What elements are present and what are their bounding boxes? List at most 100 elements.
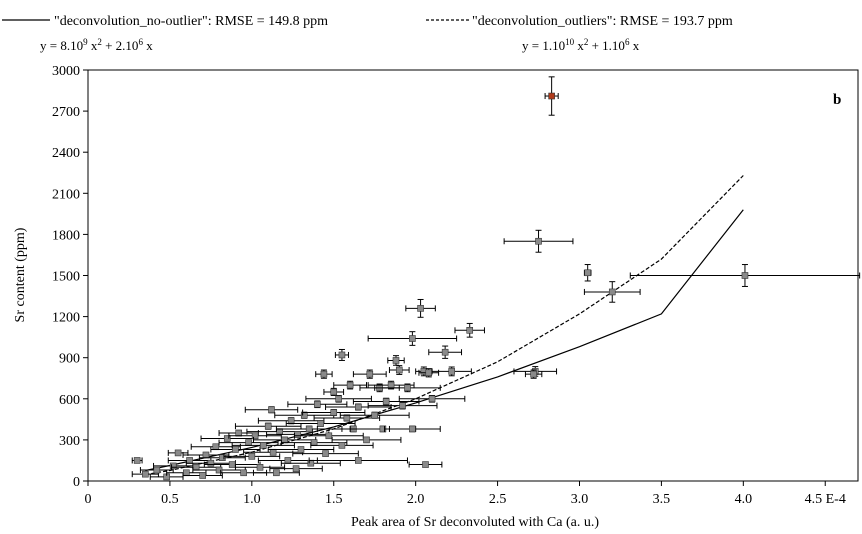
cluster-point: [192, 466, 246, 474]
cluster-point: [313, 414, 381, 422]
data-marker: [392, 357, 400, 364]
cluster-point: [244, 406, 299, 414]
data-marker: [355, 457, 362, 464]
cluster-point: [234, 422, 302, 430]
data-marker: [330, 388, 338, 396]
outlier-point: [544, 76, 559, 116]
cluster-point: [131, 457, 143, 464]
data-marker: [530, 370, 537, 378]
data-marker: [548, 92, 555, 100]
data-marker: [259, 442, 267, 449]
data-marker: [387, 381, 395, 389]
cluster-point: [252, 469, 300, 477]
x-axis-label: Peak area of Sr deconvoluted with Ca (a.…: [351, 515, 599, 530]
data-marker: [142, 470, 149, 478]
outlier-point: [428, 345, 463, 359]
data-marker: [330, 409, 338, 416]
data-marker: [343, 414, 351, 422]
data-marker: [251, 432, 259, 440]
legend: "deconvolution_no-outlier": RMSE = 149.8…: [2, 14, 733, 53]
y-tick-label: 900: [59, 352, 80, 367]
y-axis: 0 300 600 900 1200 1500 1800 2100 2400 2700 3000: [52, 64, 88, 490]
cluster-point: [266, 431, 330, 438]
data-marker: [428, 395, 436, 403]
data-marker: [608, 288, 616, 296]
data-marker: [287, 417, 295, 425]
cluster-point: [367, 401, 438, 410]
data-marker: [268, 406, 275, 414]
legend-equation-outliers: y = 1.1010 x2 + 1.106 x: [522, 37, 640, 53]
data-marker: [409, 335, 416, 342]
data-marker: [317, 420, 324, 427]
data-marker: [133, 457, 141, 464]
data-marker: [322, 450, 329, 457]
outlier-point: [629, 264, 861, 287]
cluster-point: [339, 411, 410, 419]
cluster-point: [182, 472, 223, 479]
cluster-point: [149, 473, 184, 481]
data-marker: [305, 425, 313, 433]
cluster-point: [308, 457, 408, 464]
x-tick-label: 3.0: [571, 492, 589, 507]
cluster-point: [280, 439, 348, 446]
x-axis: 0 0.5 1.0 1.5 2.0 2.5 3.0 3.5 4.0 4.5 E-4: [85, 481, 846, 507]
x-tick-label: 1.0: [243, 492, 261, 507]
fit-curve-dashed: [145, 175, 744, 476]
cluster-point: [198, 454, 246, 462]
data-marker: [174, 449, 182, 457]
data-marker: [256, 463, 264, 471]
data-marker: [409, 425, 416, 433]
y-tick-label: 0: [73, 475, 80, 490]
outlier-point: [583, 281, 641, 303]
cluster-point: [139, 466, 174, 474]
data-marker: [284, 457, 292, 464]
data-marker: [245, 439, 252, 446]
cluster-point: [387, 355, 405, 366]
data-marker: [264, 422, 272, 430]
outlier-point: [405, 298, 436, 318]
data-marker: [395, 366, 403, 374]
cluster-point: [223, 453, 281, 460]
x-tick-label: 1.5: [325, 492, 343, 507]
data-marker: [292, 465, 300, 472]
outlier-point: [524, 369, 543, 379]
data-marker: [404, 384, 411, 392]
data-marker: [425, 369, 433, 377]
cluster-point: [274, 411, 335, 419]
cluster-point: [418, 368, 440, 378]
cluster-point: [292, 450, 359, 457]
y-tick-label: 2100: [52, 187, 80, 202]
data-marker: [240, 469, 247, 477]
y-tick-label: 1200: [52, 311, 80, 326]
data-marker: [228, 461, 236, 468]
x-tick-label: 2.5: [489, 492, 507, 507]
cluster-point: [374, 383, 441, 393]
data-points: [131, 76, 861, 481]
outlier-point: [583, 264, 592, 282]
cluster-point: [323, 387, 345, 397]
data-marker: [535, 237, 542, 245]
x-tick-label: 4.5 E-4: [805, 492, 846, 507]
cluster-point: [252, 436, 317, 444]
data-marker: [466, 326, 474, 334]
cluster-point: [333, 380, 368, 390]
outlier-point: [454, 322, 485, 338]
y-tick-label: 600: [59, 393, 80, 408]
fit-curve-solid: [145, 209, 744, 472]
x-tick-label: 4.0: [735, 492, 753, 507]
data-marker: [248, 453, 256, 460]
data-marker: [584, 269, 591, 277]
cluster-point: [398, 395, 466, 403]
data-marker: [310, 439, 318, 446]
data-marker: [294, 431, 302, 438]
cluster-point: [325, 403, 392, 411]
cluster-point: [388, 365, 410, 375]
data-marker: [199, 472, 206, 479]
outlier-point: [334, 348, 349, 361]
legend-equation-no-outlier: y = 8.109 x2 + 2.106 x: [40, 37, 153, 53]
data-marker: [212, 443, 220, 451]
data-marker: [366, 370, 374, 378]
cluster-point: [287, 400, 348, 409]
cluster-point: [210, 446, 261, 453]
